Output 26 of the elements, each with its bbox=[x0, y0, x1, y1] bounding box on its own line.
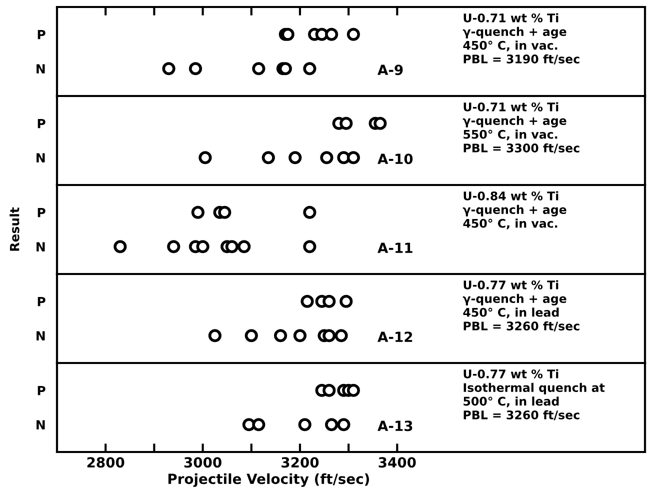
y-tick-label: N bbox=[36, 64, 45, 74]
annotation: A-13 bbox=[378, 420, 412, 432]
y-tick-label: P bbox=[38, 297, 46, 306]
y-axis-title: Result bbox=[10, 207, 20, 251]
annotation: A-10 bbox=[378, 154, 413, 164]
annotation: A-12 bbox=[378, 332, 412, 342]
annotation: U-0.77 wt % Ti γ-quench + age 450° C, in lead PBL = 3260 ft/sec bbox=[462, 280, 580, 332]
annotation: U-0.77 wt % Ti Isothermal quench at 500° C, in lead PBL = 3260 ft/sec bbox=[464, 369, 605, 420]
y-tick-label: P bbox=[38, 119, 46, 128]
annotation: U-0.84 wt % Ti γ-quench + age 450° C, in vac. bbox=[462, 191, 566, 230]
x-tick-label: 3000 bbox=[184, 457, 222, 468]
y-tick-label: N bbox=[36, 420, 45, 430]
y-tick-label: N bbox=[36, 331, 45, 340]
y-tick-label: P bbox=[38, 208, 46, 218]
annotation: A-9 bbox=[378, 64, 403, 76]
annotation: U-0.71 wt % Ti γ-quench + age 550° C, in vac. PBL = 3300 ft/sec bbox=[462, 102, 580, 154]
x-tick-label: 3400 bbox=[378, 457, 416, 468]
y-tick-label: N bbox=[36, 242, 45, 252]
y-tick-label: N bbox=[36, 153, 45, 162]
x-tick-label: 3200 bbox=[282, 457, 319, 468]
x-axis-title: Projectile Velocity (ft/sec) bbox=[168, 473, 369, 487]
x-tick-label: 2800 bbox=[87, 457, 124, 468]
annotation: U-0.71 wt % Ti γ-quench + age 450° C, in vac. PBL = 3190 ft/sec bbox=[462, 13, 580, 64]
y-tick-label: P bbox=[38, 30, 46, 40]
annotation: A-11 bbox=[378, 242, 412, 253]
y-tick-label: P bbox=[38, 386, 46, 396]
